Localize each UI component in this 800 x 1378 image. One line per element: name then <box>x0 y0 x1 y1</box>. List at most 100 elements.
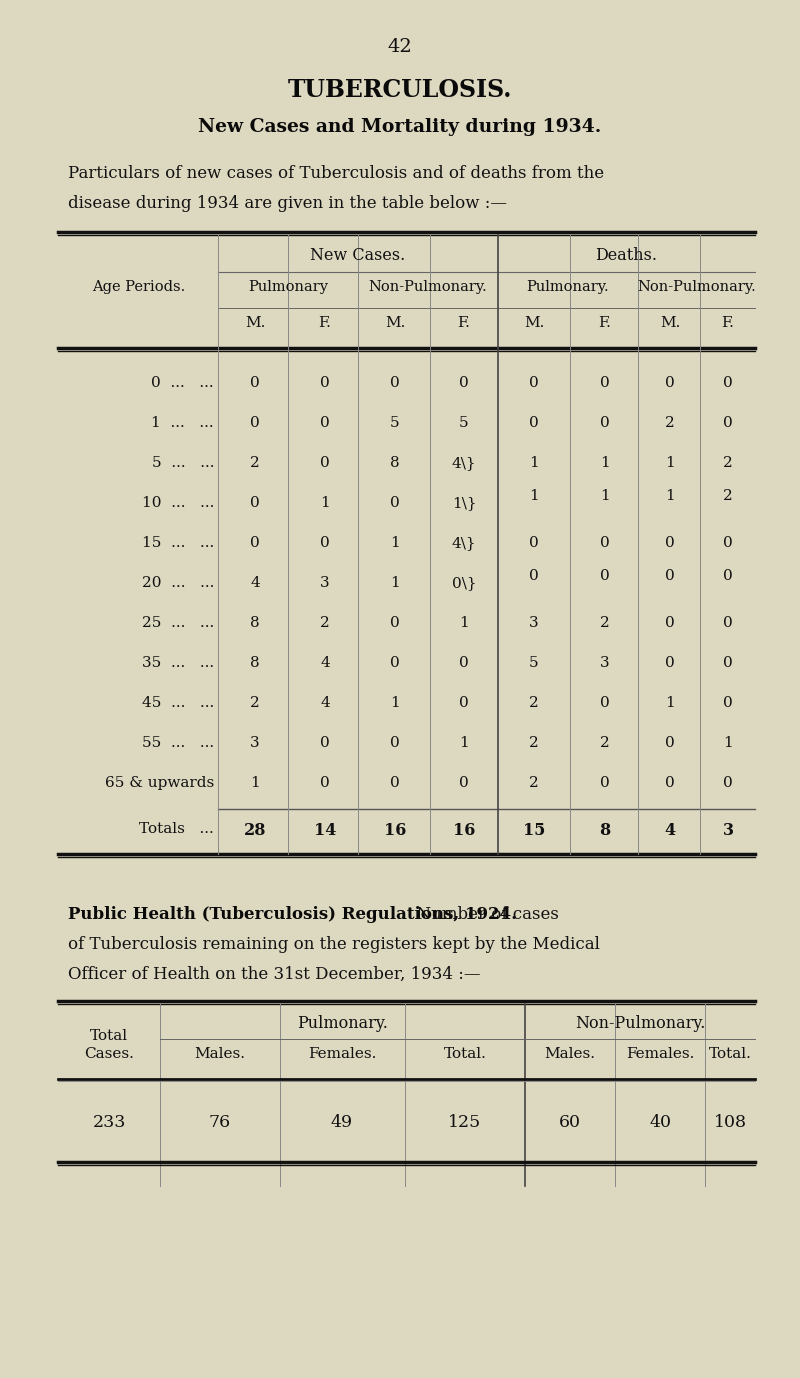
Text: Deaths.: Deaths. <box>595 247 658 265</box>
Text: 4\}: 4\} <box>452 456 476 470</box>
Text: 0: 0 <box>665 376 675 390</box>
Text: 0: 0 <box>600 416 610 430</box>
Text: 0: 0 <box>320 416 330 430</box>
Text: 0: 0 <box>723 656 733 670</box>
Text: 4: 4 <box>665 823 675 839</box>
Text: 1: 1 <box>529 456 539 470</box>
Text: Particulars of new cases of Tuberculosis and of deaths from the: Particulars of new cases of Tuberculosis… <box>68 165 604 182</box>
Text: 2: 2 <box>250 456 260 470</box>
Text: 0: 0 <box>459 776 469 790</box>
Text: 108: 108 <box>714 1113 746 1131</box>
Text: 0: 0 <box>600 569 610 583</box>
Text: 0: 0 <box>723 536 733 550</box>
Text: 3: 3 <box>722 823 734 839</box>
Text: 1: 1 <box>390 536 400 550</box>
Text: M.: M. <box>245 316 265 329</box>
Text: 55  ...   ...: 55 ... ... <box>142 736 214 750</box>
Text: 16: 16 <box>384 823 406 839</box>
Text: 2: 2 <box>529 776 539 790</box>
Text: 0: 0 <box>529 376 539 390</box>
Text: 8: 8 <box>390 456 400 470</box>
Text: Total: Total <box>90 1029 128 1043</box>
Text: 0: 0 <box>665 536 675 550</box>
Text: 8: 8 <box>250 656 260 670</box>
Text: Non-Pulmonary.: Non-Pulmonary. <box>369 280 487 294</box>
Text: Pulmonary.: Pulmonary. <box>297 1016 388 1032</box>
Text: 1: 1 <box>600 489 610 503</box>
Text: 0: 0 <box>320 376 330 390</box>
Text: Females.: Females. <box>626 1047 694 1061</box>
Text: Pulmonary: Pulmonary <box>248 280 328 294</box>
Text: 15  ...   ...: 15 ... ... <box>142 536 214 550</box>
Text: 16: 16 <box>453 823 475 839</box>
Text: 0: 0 <box>250 416 260 430</box>
Text: 0: 0 <box>390 776 400 790</box>
Text: 35  ...   ...: 35 ... ... <box>142 656 214 670</box>
Text: 0: 0 <box>723 696 733 710</box>
Text: TUBERCULOSIS.: TUBERCULOSIS. <box>288 79 512 102</box>
Text: 1: 1 <box>320 496 330 510</box>
Text: 0: 0 <box>390 376 400 390</box>
Text: 1: 1 <box>665 489 675 503</box>
Text: 233: 233 <box>92 1113 126 1131</box>
Text: 2: 2 <box>529 736 539 750</box>
Text: 125: 125 <box>448 1113 482 1131</box>
Text: 3: 3 <box>250 736 260 750</box>
Text: 45  ...   ...: 45 ... ... <box>142 696 214 710</box>
Text: 2: 2 <box>723 489 733 503</box>
Text: 2: 2 <box>250 696 260 710</box>
Text: 0: 0 <box>723 569 733 583</box>
Text: Non-Pulmonary.: Non-Pulmonary. <box>637 280 756 294</box>
Text: 15: 15 <box>523 823 545 839</box>
Text: 0: 0 <box>320 536 330 550</box>
Text: disease during 1934 are given in the table below :—: disease during 1934 are given in the tab… <box>68 196 507 212</box>
Text: M.: M. <box>385 316 405 329</box>
Text: 0: 0 <box>665 569 675 583</box>
Text: 4: 4 <box>320 696 330 710</box>
Text: 0: 0 <box>529 536 539 550</box>
Text: 0: 0 <box>390 736 400 750</box>
Text: Total.: Total. <box>709 1047 751 1061</box>
Text: 0: 0 <box>600 696 610 710</box>
Text: 0: 0 <box>600 376 610 390</box>
Text: 0: 0 <box>723 376 733 390</box>
Text: 49: 49 <box>331 1113 353 1131</box>
Text: F.: F. <box>598 316 611 329</box>
Text: of Tuberculosis remaining on the registers kept by the Medical: of Tuberculosis remaining on the registe… <box>68 936 600 954</box>
Text: Totals   ...: Totals ... <box>139 823 214 836</box>
Text: 0\}: 0\} <box>452 576 476 590</box>
Text: 76: 76 <box>209 1113 231 1131</box>
Text: F.: F. <box>318 316 331 329</box>
Text: 40: 40 <box>649 1113 671 1131</box>
Text: 0: 0 <box>665 616 675 630</box>
Text: 1: 1 <box>665 456 675 470</box>
Text: 0: 0 <box>320 736 330 750</box>
Text: 0  ...   ...: 0 ... ... <box>151 376 214 390</box>
Text: 0: 0 <box>320 776 330 790</box>
Text: 5  ...   ...: 5 ... ... <box>151 456 214 470</box>
Text: 25  ...   ...: 25 ... ... <box>142 616 214 630</box>
Text: F.: F. <box>722 316 734 329</box>
Text: 0: 0 <box>529 569 539 583</box>
Text: 1\}: 1\} <box>452 496 476 510</box>
Text: M.: M. <box>660 316 680 329</box>
Text: 0: 0 <box>390 656 400 670</box>
Text: 60: 60 <box>559 1113 581 1131</box>
Text: 28: 28 <box>244 823 266 839</box>
Text: 0: 0 <box>600 536 610 550</box>
Text: Males.: Males. <box>545 1047 595 1061</box>
Text: 5: 5 <box>390 416 400 430</box>
Text: 0: 0 <box>459 656 469 670</box>
Text: 20  ...   ...: 20 ... ... <box>142 576 214 590</box>
Text: 14: 14 <box>314 823 336 839</box>
Text: 3: 3 <box>320 576 330 590</box>
Text: 0: 0 <box>600 776 610 790</box>
Text: 0: 0 <box>459 376 469 390</box>
Text: 5: 5 <box>459 416 469 430</box>
Text: New Cases and Mortality during 1934.: New Cases and Mortality during 1934. <box>198 119 602 136</box>
Text: 8: 8 <box>250 616 260 630</box>
Text: 0: 0 <box>320 456 330 470</box>
Text: 0: 0 <box>665 736 675 750</box>
Text: 2: 2 <box>723 456 733 470</box>
Text: 1: 1 <box>390 576 400 590</box>
